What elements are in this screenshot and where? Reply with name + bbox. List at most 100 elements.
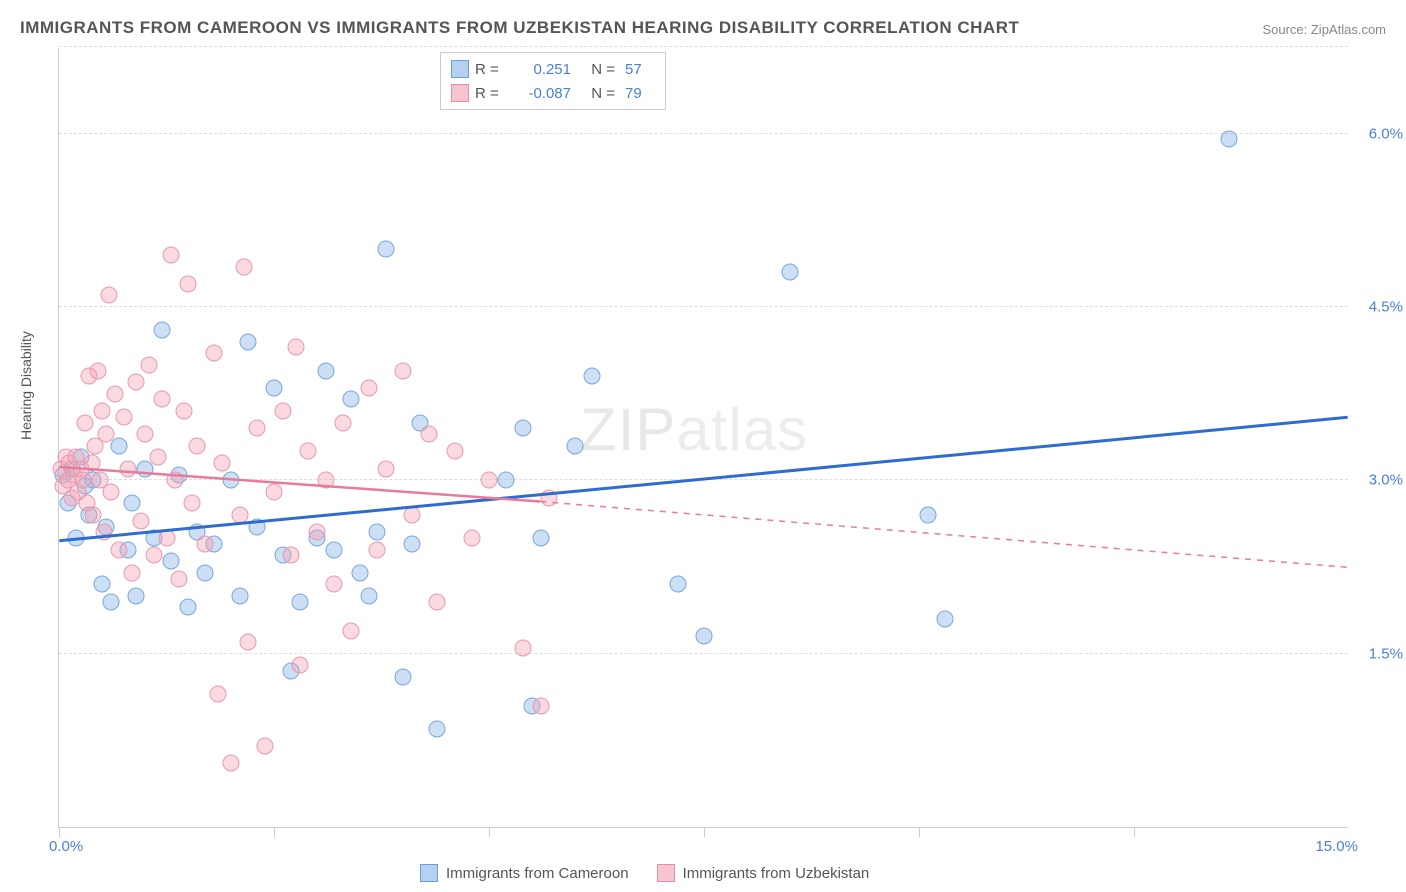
scatter-point [180, 599, 197, 616]
scatter-point [670, 576, 687, 593]
scatter-point [235, 258, 252, 275]
scatter-point [369, 524, 386, 541]
scatter-point [197, 535, 214, 552]
y-axis-label: Hearing Disability [18, 331, 34, 440]
scatter-point [300, 443, 317, 460]
scatter-point [429, 720, 446, 737]
legend-r-label: R = [475, 85, 505, 102]
x-tick [59, 827, 60, 837]
legend-series: Immigrants from Cameroon Immigrants from… [420, 864, 869, 882]
scatter-point [149, 449, 166, 466]
scatter-point [111, 437, 128, 454]
scatter-point [334, 414, 351, 431]
scatter-point [287, 339, 304, 356]
scatter-point [515, 420, 532, 437]
scatter-point [231, 507, 248, 524]
legend-r-label: R = [475, 61, 505, 78]
scatter-point [257, 738, 274, 755]
scatter-point [231, 587, 248, 604]
scatter-point [532, 530, 549, 547]
scatter-point [343, 622, 360, 639]
watermark: ZIPatlas [580, 395, 808, 464]
legend-item-uzbekistan: Immigrants from Uzbekistan [657, 864, 870, 882]
scatter-point [266, 379, 283, 396]
scatter-point [936, 611, 953, 628]
gridline [59, 133, 1348, 134]
scatter-point [89, 362, 106, 379]
scatter-point [132, 512, 149, 529]
scatter-point [377, 460, 394, 477]
scatter-point [128, 374, 145, 391]
scatter-point [162, 247, 179, 264]
legend-label-uzbekistan: Immigrants from Uzbekistan [683, 865, 870, 882]
scatter-point [154, 322, 171, 339]
scatter-point [248, 420, 265, 437]
legend-r-value-1: 0.251 [511, 61, 571, 78]
scatter-point [515, 639, 532, 656]
swatch-blue [420, 864, 438, 882]
scatter-point [291, 593, 308, 610]
scatter-point [100, 287, 117, 304]
scatter-point [124, 495, 141, 512]
x-tick [489, 827, 490, 837]
scatter-point [446, 443, 463, 460]
legend-item-cameroon: Immigrants from Cameroon [420, 864, 629, 882]
legend-n-value-1: 57 [625, 61, 655, 78]
legend-row-uzbekistan: R = -0.087 N = 79 [451, 81, 655, 105]
scatter-point [782, 264, 799, 281]
scatter-point [85, 507, 102, 524]
scatter-point [919, 507, 936, 524]
scatter-point [158, 530, 175, 547]
scatter-point [76, 414, 93, 431]
scatter-point [124, 564, 141, 581]
scatter-point [102, 483, 119, 500]
scatter-point [420, 426, 437, 443]
scatter-point [162, 553, 179, 570]
scatter-point [429, 593, 446, 610]
source-label: Source: ZipAtlas.com [1262, 22, 1386, 37]
scatter-point [326, 541, 343, 558]
scatter-point [98, 426, 115, 443]
scatter-point [352, 564, 369, 581]
gridline [59, 653, 1348, 654]
scatter-point [205, 345, 222, 362]
scatter-point [68, 530, 85, 547]
scatter-point [360, 587, 377, 604]
legend-r-value-2: -0.087 [511, 85, 571, 102]
scatter-point [395, 668, 412, 685]
legend-n-value-2: 79 [625, 85, 655, 102]
scatter-point [75, 472, 92, 489]
scatter-point [154, 391, 171, 408]
scatter-point [94, 576, 111, 593]
scatter-point [395, 362, 412, 379]
scatter-point [167, 472, 184, 489]
scatter-point [481, 472, 498, 489]
scatter-point [283, 547, 300, 564]
y-tick-label: 1.5% [1369, 645, 1403, 662]
scatter-point [696, 628, 713, 645]
scatter-point [210, 686, 227, 703]
scatter-point [145, 547, 162, 564]
scatter-point [83, 455, 100, 472]
swatch-pink [657, 864, 675, 882]
scatter-point [197, 564, 214, 581]
legend-label-cameroon: Immigrants from Cameroon [446, 865, 629, 882]
scatter-point [317, 362, 334, 379]
scatter-point [214, 455, 231, 472]
scatter-point [223, 755, 240, 772]
y-tick-label: 3.0% [1369, 472, 1403, 489]
scatter-point [240, 634, 257, 651]
scatter-point [326, 576, 343, 593]
scatter-point [106, 385, 123, 402]
scatter-point [463, 530, 480, 547]
scatter-point [102, 593, 119, 610]
gridline [59, 479, 1348, 480]
scatter-point [119, 460, 136, 477]
scatter-point [128, 587, 145, 604]
scatter-point [115, 408, 132, 425]
x-tick [1134, 827, 1135, 837]
scatter-point [184, 495, 201, 512]
scatter-point [141, 356, 158, 373]
scatter-point [248, 518, 265, 535]
gridline [59, 306, 1348, 307]
